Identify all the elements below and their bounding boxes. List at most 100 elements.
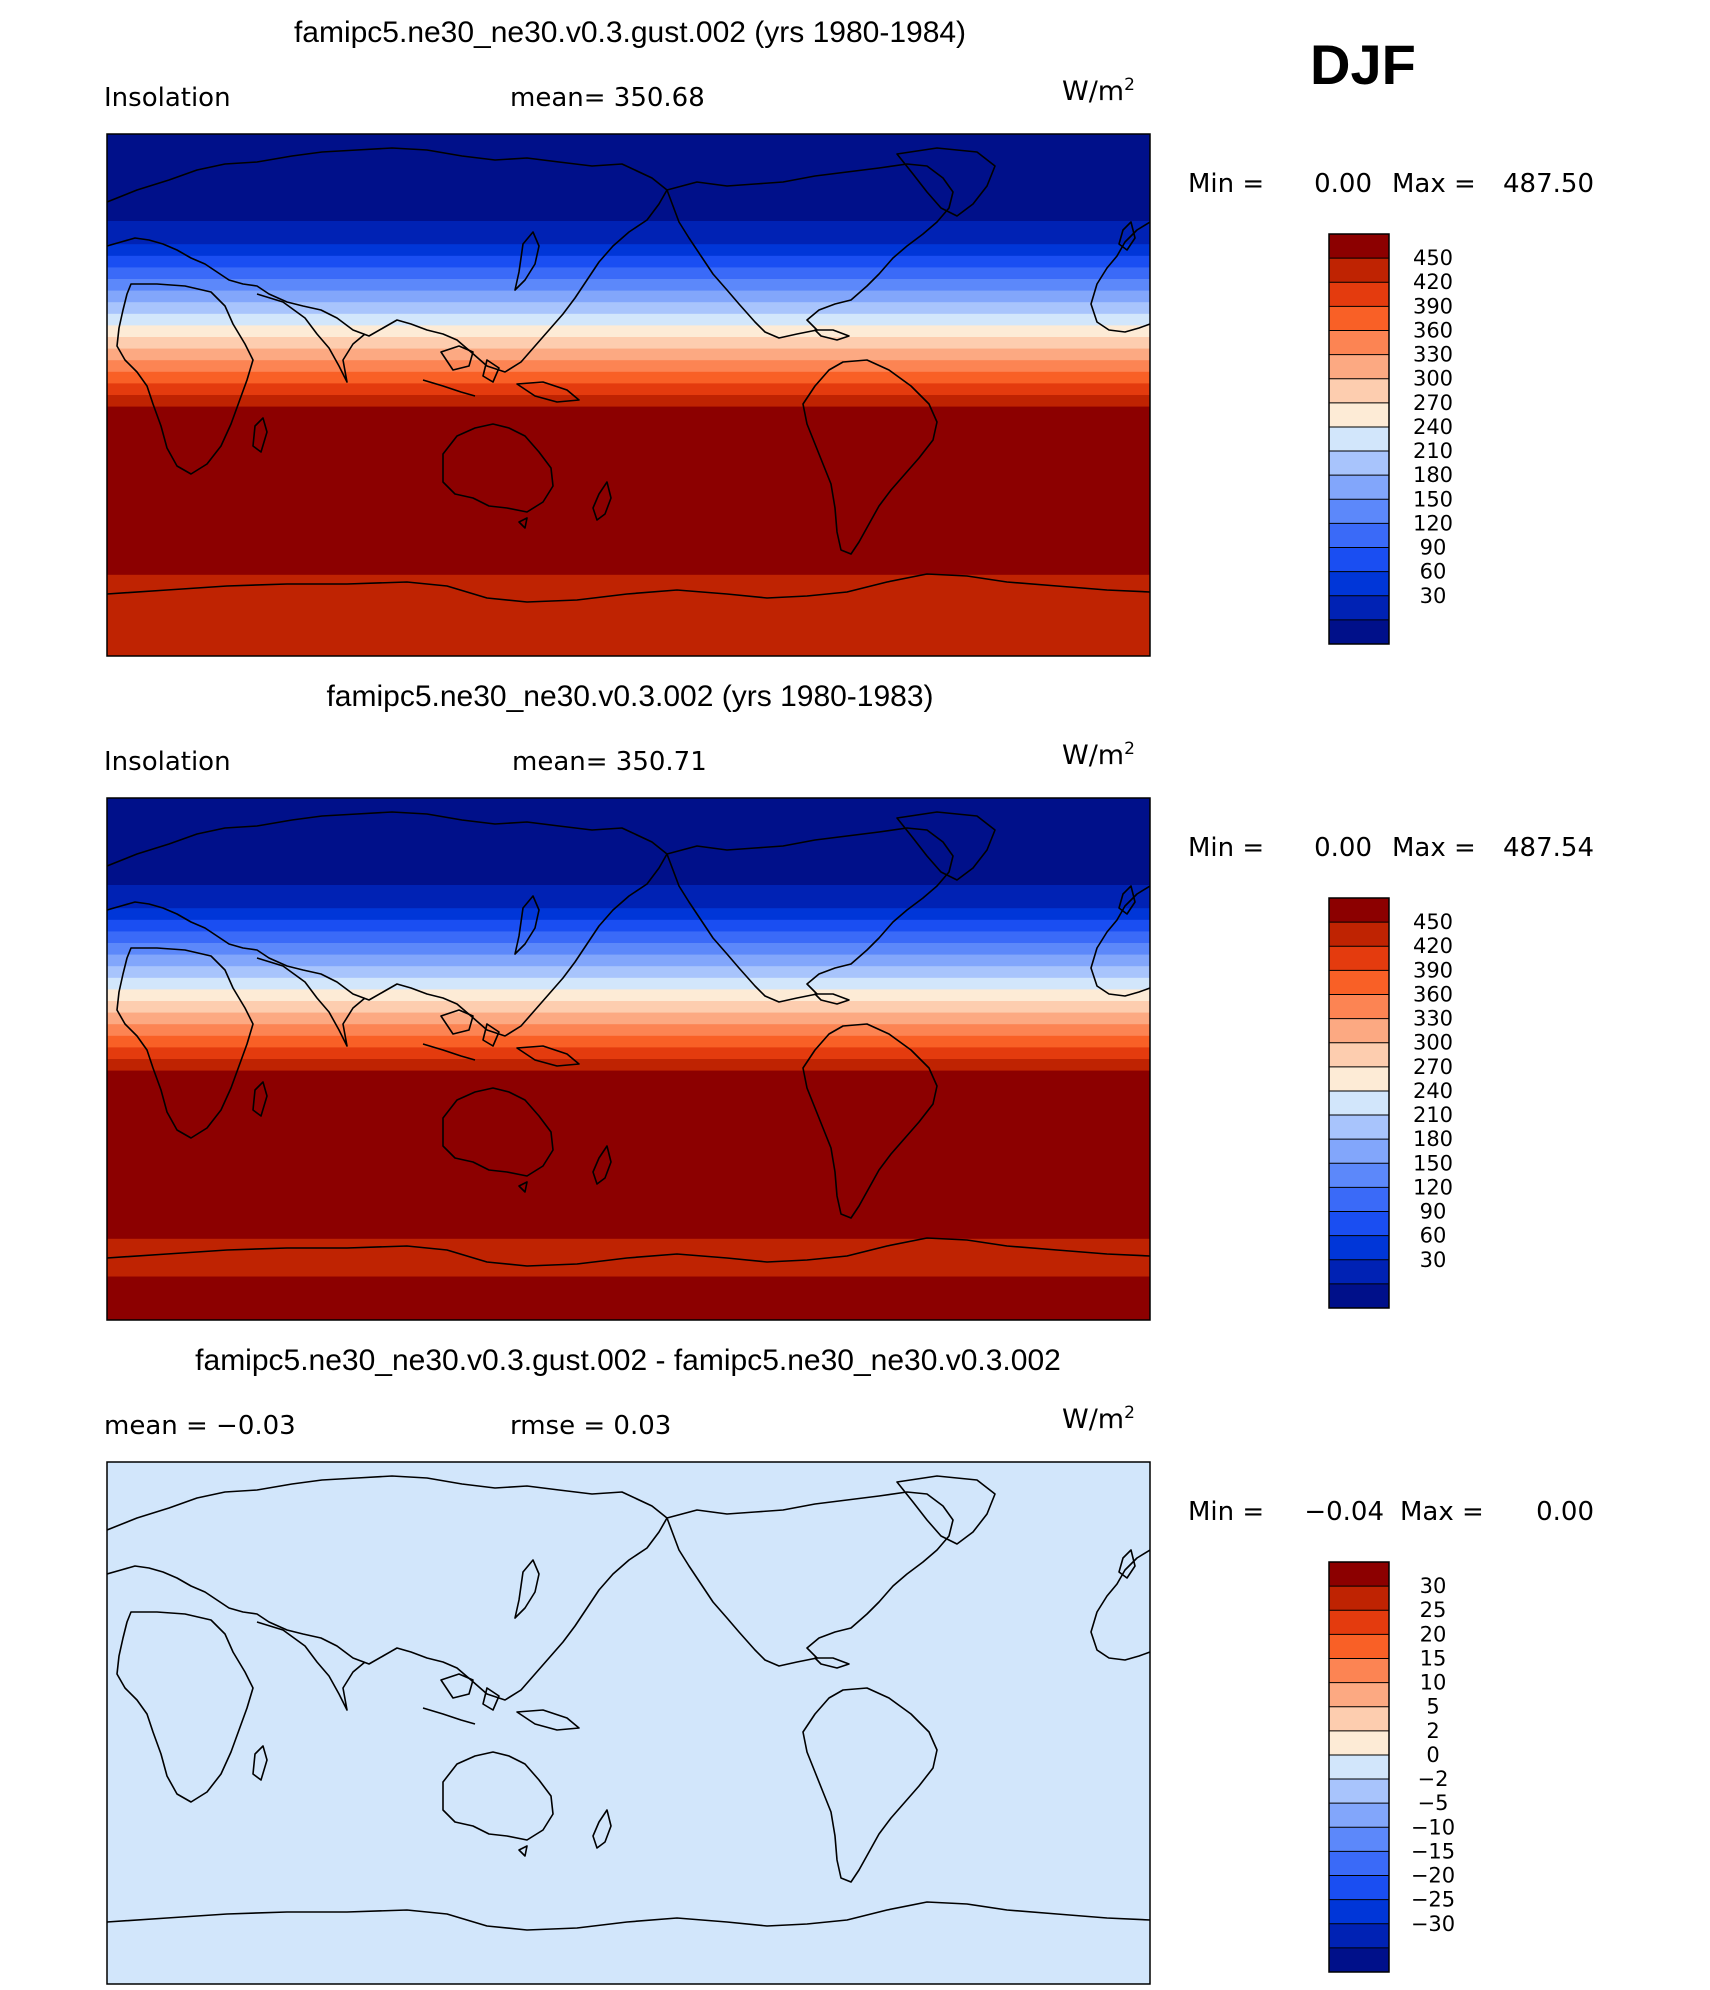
colorbar-tick-label: 330 bbox=[1413, 1007, 1453, 1031]
lat-band bbox=[107, 371, 1150, 384]
colorbar-tick-label: 270 bbox=[1413, 391, 1453, 415]
panel-3-rmse: rmse = 0.03 bbox=[510, 1411, 671, 1441]
colorbar-swatch bbox=[1329, 282, 1389, 307]
colorbar-swatch bbox=[1329, 1066, 1389, 1092]
colorbar-tick-label: 390 bbox=[1413, 958, 1453, 982]
lat-band bbox=[107, 255, 1150, 268]
colorbar-tick-label: 330 bbox=[1413, 343, 1453, 367]
colorbar-swatch bbox=[1329, 1235, 1389, 1261]
panel-1-mean: mean= 350.68 bbox=[510, 83, 705, 113]
colorbar-tick-label: 450 bbox=[1413, 910, 1453, 934]
colorbar-swatch bbox=[1329, 571, 1389, 597]
coastline bbox=[107, 811, 1150, 1267]
colorbar-swatch bbox=[1329, 1706, 1389, 1732]
colorbar-swatch bbox=[1329, 258, 1389, 283]
colorbar-tick-label: 30 bbox=[1420, 1248, 1447, 1272]
lat-band bbox=[107, 954, 1150, 967]
lat-band bbox=[107, 134, 1150, 222]
colorbar-swatch bbox=[1329, 234, 1389, 259]
panel-2-max-label: Max = bbox=[1392, 833, 1476, 863]
panel-3-max-label: Max = bbox=[1400, 1497, 1484, 1527]
map-field bbox=[107, 134, 1150, 656]
lat-band bbox=[107, 1059, 1150, 1072]
colorbar-swatch bbox=[1329, 922, 1389, 947]
colorbar-tick-label: 420 bbox=[1413, 270, 1453, 294]
coastline bbox=[107, 1475, 1150, 1931]
lat-band bbox=[107, 395, 1150, 408]
colorbar-swatch bbox=[1329, 1115, 1389, 1140]
colorbar-tick-label: 120 bbox=[1413, 1175, 1453, 1199]
colorbar-swatch bbox=[1329, 1730, 1389, 1756]
panel-model-control: 4504203903603303002702402101801501209060… bbox=[106, 797, 1453, 1321]
colorbar-swatch bbox=[1329, 1018, 1389, 1044]
panel-1-min-value: 0.00 bbox=[1314, 169, 1372, 199]
lat-band bbox=[107, 313, 1150, 326]
panel-2-min-value: 0.00 bbox=[1314, 833, 1372, 863]
colorbar-tick-label: 30 bbox=[1420, 584, 1447, 608]
colorbar-tick-label: 150 bbox=[1413, 1151, 1453, 1175]
plot-frame bbox=[106, 797, 1151, 1321]
colorbar-swatch bbox=[1329, 1875, 1389, 1901]
panel-3-max-value: 0.00 bbox=[1536, 1497, 1594, 1527]
panel-2-units: W/m2 bbox=[1062, 739, 1135, 771]
colorbar-swatch bbox=[1329, 898, 1389, 923]
panel-2-mean: mean= 350.71 bbox=[512, 747, 707, 777]
colorbar-swatch bbox=[1329, 1211, 1389, 1237]
colorbar-tick-label: 210 bbox=[1413, 439, 1453, 463]
colorbar-tick-label: 420 bbox=[1413, 934, 1453, 958]
colorbar-tick-label: 2 bbox=[1426, 1719, 1439, 1743]
lat-band bbox=[107, 977, 1150, 990]
colorbar-swatch bbox=[1329, 523, 1389, 548]
colorbar-swatch bbox=[1329, 1610, 1389, 1635]
panel-2-max-value: 487.54 bbox=[1503, 833, 1594, 863]
lat-band bbox=[107, 574, 1150, 656]
colorbar-swatch bbox=[1329, 1139, 1389, 1164]
colorbar-swatch bbox=[1329, 402, 1389, 428]
colorbar-swatch bbox=[1329, 1163, 1389, 1188]
season-label: DJF bbox=[1310, 33, 1416, 96]
panel-3-units: W/m2 bbox=[1062, 1403, 1135, 1435]
lat-band bbox=[107, 1035, 1150, 1048]
panel-1-title: famipc5.ne30_ne30.v0.3.gust.002 (yrs 198… bbox=[294, 16, 966, 49]
colorbar-tick-label: 150 bbox=[1413, 487, 1453, 511]
colorbar-frame bbox=[1328, 897, 1390, 1309]
colorbar-swatch bbox=[1329, 306, 1389, 331]
colorbar-tick-label: 90 bbox=[1420, 1200, 1447, 1224]
colorbar-tick-label: 180 bbox=[1413, 1127, 1453, 1151]
colorbar-swatch bbox=[1329, 946, 1389, 971]
colorbar-swatch bbox=[1329, 1259, 1389, 1285]
lat-band bbox=[107, 360, 1150, 373]
lat-band bbox=[107, 406, 1150, 576]
panel-1-max-label: Max = bbox=[1392, 169, 1476, 199]
panel-1-units: W/m2 bbox=[1062, 75, 1135, 107]
lat-band bbox=[107, 244, 1150, 257]
colorbar-tick-label: −10 bbox=[1411, 1815, 1455, 1839]
colorbar-tick-label: 300 bbox=[1413, 1031, 1453, 1055]
plot-frame bbox=[106, 1461, 1151, 1985]
colorbar-tick-label: 25 bbox=[1420, 1598, 1447, 1622]
panel-1-min-label: Min = bbox=[1188, 169, 1264, 199]
colorbar-tick-label: 450 bbox=[1413, 246, 1453, 270]
colorbar-tick-label: 0 bbox=[1426, 1743, 1439, 1767]
panel-2-title: famipc5.ne30_ne30.v0.3.002 (yrs 1980-198… bbox=[326, 680, 933, 713]
panel-1-variable: Insolation bbox=[104, 83, 231, 113]
map-field bbox=[107, 798, 1150, 1320]
colorbar-swatch bbox=[1329, 1779, 1389, 1804]
lat-band bbox=[107, 348, 1150, 361]
colorbar-swatch bbox=[1329, 619, 1389, 645]
colorbar-swatch bbox=[1329, 451, 1389, 476]
panel-3-min-value: −0.04 bbox=[1304, 1497, 1384, 1527]
panel-3-mean: mean = −0.03 bbox=[104, 1411, 296, 1441]
lat-band bbox=[107, 908, 1150, 921]
map-field bbox=[107, 1462, 1150, 1984]
colorbar-swatch bbox=[1329, 1562, 1389, 1587]
colorbar-tick-label: −30 bbox=[1411, 1912, 1455, 1936]
colorbar-swatch bbox=[1329, 499, 1389, 524]
colorbar-tick-label: 270 bbox=[1413, 1055, 1453, 1079]
colorbar-tick-label: −20 bbox=[1411, 1864, 1455, 1888]
colorbar: 4504203903603303002702402101801501209060… bbox=[1328, 233, 1453, 645]
panel-2-variable: Insolation bbox=[104, 747, 231, 777]
lat-band bbox=[107, 931, 1150, 944]
colorbar-swatch bbox=[1329, 1851, 1389, 1876]
